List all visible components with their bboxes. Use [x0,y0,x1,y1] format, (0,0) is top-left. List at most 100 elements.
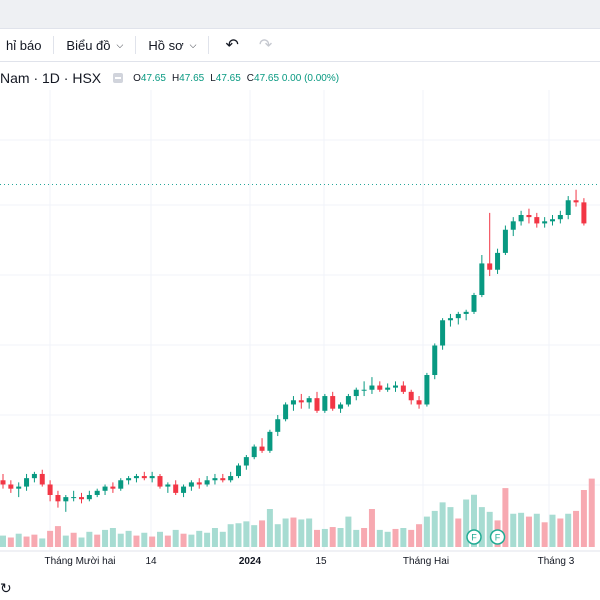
volume-bar [102,529,109,547]
candle-body [196,482,202,485]
indicators-button[interactable]: hỉ báo [0,29,47,61]
open-key: O [133,72,141,84]
candle-body [495,252,501,270]
redo-icon[interactable]: ↷ [258,37,273,54]
high-value: 47.65 [179,72,205,84]
candle-body [306,398,312,403]
volume-bar [243,521,250,547]
volume-bar [282,518,289,547]
candle-body [55,495,61,502]
volume-bar [345,516,352,547]
volume-bar [588,478,595,547]
volume-bar [219,531,226,547]
volume-bar [274,524,281,547]
undo-icon[interactable]: ↶ [225,37,239,54]
volume-bar [392,528,399,547]
candle-body [502,229,508,253]
candle-body [275,419,281,432]
candle-body [581,202,587,224]
candle-body [79,497,84,500]
candle-body [39,473,45,485]
volume-bar [266,509,273,547]
candle-body [542,221,548,224]
volume-bar [557,518,564,547]
volume-bar [31,534,38,547]
candle-body [369,385,375,390]
volume-bar [204,532,211,547]
volume-bar [125,530,132,547]
candle-body [400,385,406,392]
chart-toolbar: hỉ báo Biểu đồ ⌵ Hồ sơ ⌵ ↶ ↷ [0,29,600,62]
candle-body [133,476,139,479]
candle-body [267,431,273,451]
candle-body [550,219,555,222]
price-chart[interactable]: F F Tháng Mười hai 14 2024 15 Tháng Hai Tháng 3 [0,90,600,580]
symbol-title[interactable]: Nam · 1D · HSX [0,70,102,86]
candle-body [385,387,391,390]
candle-body [149,476,155,479]
candle-body [110,486,116,489]
candle-body [228,476,234,481]
candle-body [236,465,241,477]
candle-body [479,263,485,295]
volume-bar [251,525,258,547]
event-marker-label: F [495,533,501,543]
chart-menu-label: Biểu đồ [66,37,111,53]
volume-bar [565,513,572,547]
volume-bar [86,531,93,547]
volume-bar [525,516,532,547]
candle-body [259,446,265,451]
candle-body [377,385,383,390]
volume-bar [133,535,140,547]
candle-body [298,400,304,403]
chart-menu-button[interactable]: Biểu đồ ⌵ [60,29,129,61]
volume-bar [376,529,383,547]
volume-bar [172,529,179,547]
volume-bar [368,509,375,547]
volume-bar [23,536,30,547]
candle-body [353,389,359,397]
reset-chart-icon[interactable]: ↻ [0,580,12,596]
open-value: 47.65 [140,72,166,84]
candle-body [432,345,438,375]
time-axis-label: Tháng Hai [403,556,449,567]
volume-bar [235,523,242,547]
candle-body [471,295,477,312]
volume-bar [188,534,195,547]
volume-bar [211,528,218,547]
close-value: 47.65 0.00 (0.00%) [254,72,340,84]
time-axis-label: Tháng Mười hai [44,556,115,567]
indicators-label: hỉ báo [6,37,42,53]
volume-bar [117,533,124,547]
candle-body [204,480,210,485]
candle-body [526,215,532,218]
candle-body [416,400,422,405]
candle-body [71,497,77,499]
candle-body [24,478,30,487]
low-key: L [210,72,216,84]
volume-bar [7,537,14,547]
candle-body [361,389,367,391]
collapse-legend-icon[interactable] [113,73,124,83]
volume-bar [141,532,148,547]
candle-body [47,484,53,495]
volume-bar [15,533,22,547]
volume-bar [78,537,85,547]
volume-bar [471,494,477,547]
profile-menu-button[interactable]: Hồ sơ ⌵ [142,29,202,61]
candle-body [290,400,296,405]
candle-body [31,473,37,479]
candle-body [447,318,453,321]
candle-body [243,457,249,466]
volume-bar [306,518,313,547]
volume-bar [463,499,470,547]
volume-bar [314,529,320,547]
volume-bar [455,518,462,547]
candle-body [518,215,524,222]
volume-bar [259,520,266,547]
volume-bar [227,524,234,547]
volume-bar [0,535,6,547]
volume-bar [518,512,525,547]
volume-bar [337,528,344,547]
volume-bar [47,530,54,547]
